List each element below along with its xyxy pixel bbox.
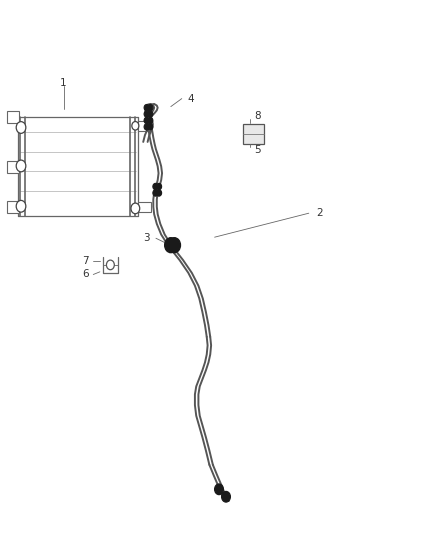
Bar bbox=[138, 202, 151, 212]
Bar bbox=[243, 124, 264, 144]
Circle shape bbox=[153, 190, 158, 196]
Circle shape bbox=[148, 104, 153, 111]
Circle shape bbox=[165, 238, 177, 253]
Circle shape bbox=[16, 200, 26, 212]
Circle shape bbox=[132, 122, 139, 130]
Circle shape bbox=[144, 104, 149, 111]
Bar bbox=[138, 121, 151, 131]
Text: 1: 1 bbox=[60, 78, 67, 87]
Text: 2: 2 bbox=[316, 208, 323, 218]
Circle shape bbox=[215, 484, 223, 495]
Circle shape bbox=[16, 122, 26, 133]
Text: 5: 5 bbox=[254, 146, 261, 155]
Circle shape bbox=[148, 117, 153, 124]
Circle shape bbox=[222, 491, 230, 502]
Text: 7: 7 bbox=[82, 256, 89, 266]
Circle shape bbox=[106, 260, 114, 270]
Text: 3: 3 bbox=[143, 233, 150, 243]
Bar bbox=[7, 201, 19, 213]
Bar bbox=[7, 111, 19, 123]
Circle shape bbox=[156, 183, 162, 190]
Circle shape bbox=[156, 190, 162, 196]
Circle shape bbox=[148, 124, 153, 130]
Circle shape bbox=[168, 238, 180, 253]
Circle shape bbox=[131, 203, 140, 214]
Text: 6: 6 bbox=[82, 270, 89, 279]
Circle shape bbox=[16, 160, 26, 172]
Circle shape bbox=[144, 111, 149, 117]
Circle shape bbox=[144, 124, 149, 130]
Circle shape bbox=[144, 117, 149, 124]
Text: 4: 4 bbox=[187, 94, 194, 103]
Circle shape bbox=[148, 111, 153, 117]
Text: 8: 8 bbox=[254, 111, 261, 121]
Bar bbox=[7, 161, 19, 173]
Circle shape bbox=[153, 183, 158, 190]
